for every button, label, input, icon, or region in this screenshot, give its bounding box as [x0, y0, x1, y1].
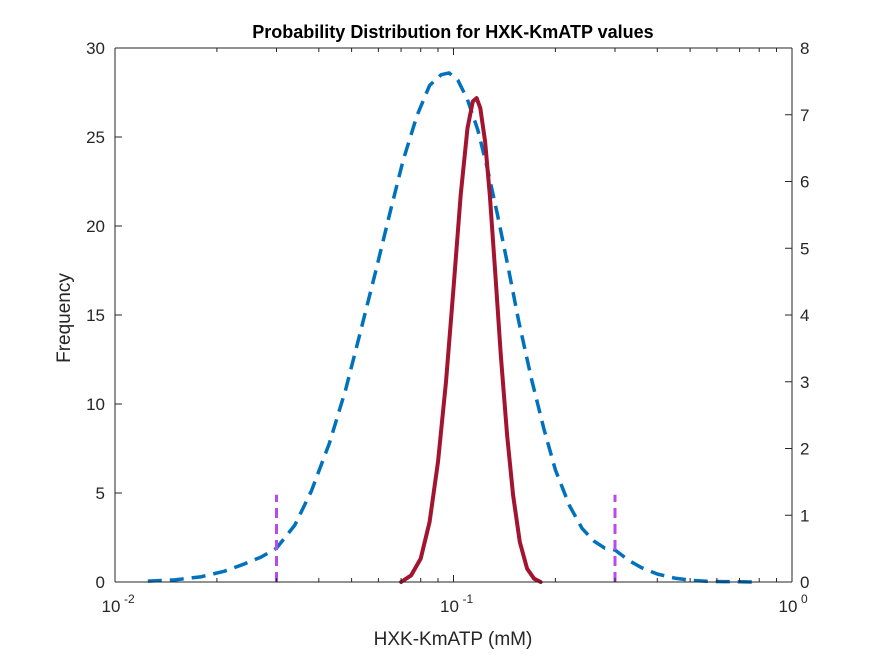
y-axis-label: Frequency — [54, 273, 75, 363]
y-tick-label-right: 6 — [800, 173, 809, 192]
y-tick-label-left: 5 — [96, 484, 105, 503]
x-tick-label: 10 — [102, 597, 121, 616]
y-tick-label-right: 7 — [800, 106, 809, 125]
y-tick-label-left: 0 — [96, 573, 105, 592]
y-tick-label-right: 8 — [800, 39, 809, 58]
plot-series — [147, 71, 756, 584]
y-tick-label-right: 3 — [800, 373, 809, 392]
chart-title: Probability Distribution for HXK-KmATP v… — [252, 22, 653, 42]
series-line-1 — [399, 96, 543, 584]
y-tick-label-right: 1 — [800, 506, 809, 525]
x-tick-label: 10 — [779, 597, 798, 616]
y-tick-label-left: 20 — [86, 217, 105, 236]
x-tick-label: 10 — [440, 597, 459, 616]
y-tick-label-right: 0 — [800, 573, 809, 592]
axes — [114, 47, 793, 583]
y-tick-label-left: 25 — [86, 128, 105, 147]
x-tick-label-exponent: -2 — [124, 592, 135, 606]
y-tick-label-right: 2 — [800, 440, 809, 459]
y-tick-label-left: 15 — [86, 306, 105, 325]
series-line-0 — [147, 71, 756, 584]
y-tick-label-left: 10 — [86, 395, 105, 414]
y-tick-label-right: 4 — [800, 306, 809, 325]
x-axis-label: HXK-KmATP (mM) — [374, 629, 533, 650]
y-tick-label-right: 5 — [800, 239, 809, 258]
x-tick-label-exponent: 0 — [801, 592, 808, 606]
x-tick-label-exponent: -1 — [463, 592, 474, 606]
y-tick-label-left: 30 — [86, 39, 105, 58]
